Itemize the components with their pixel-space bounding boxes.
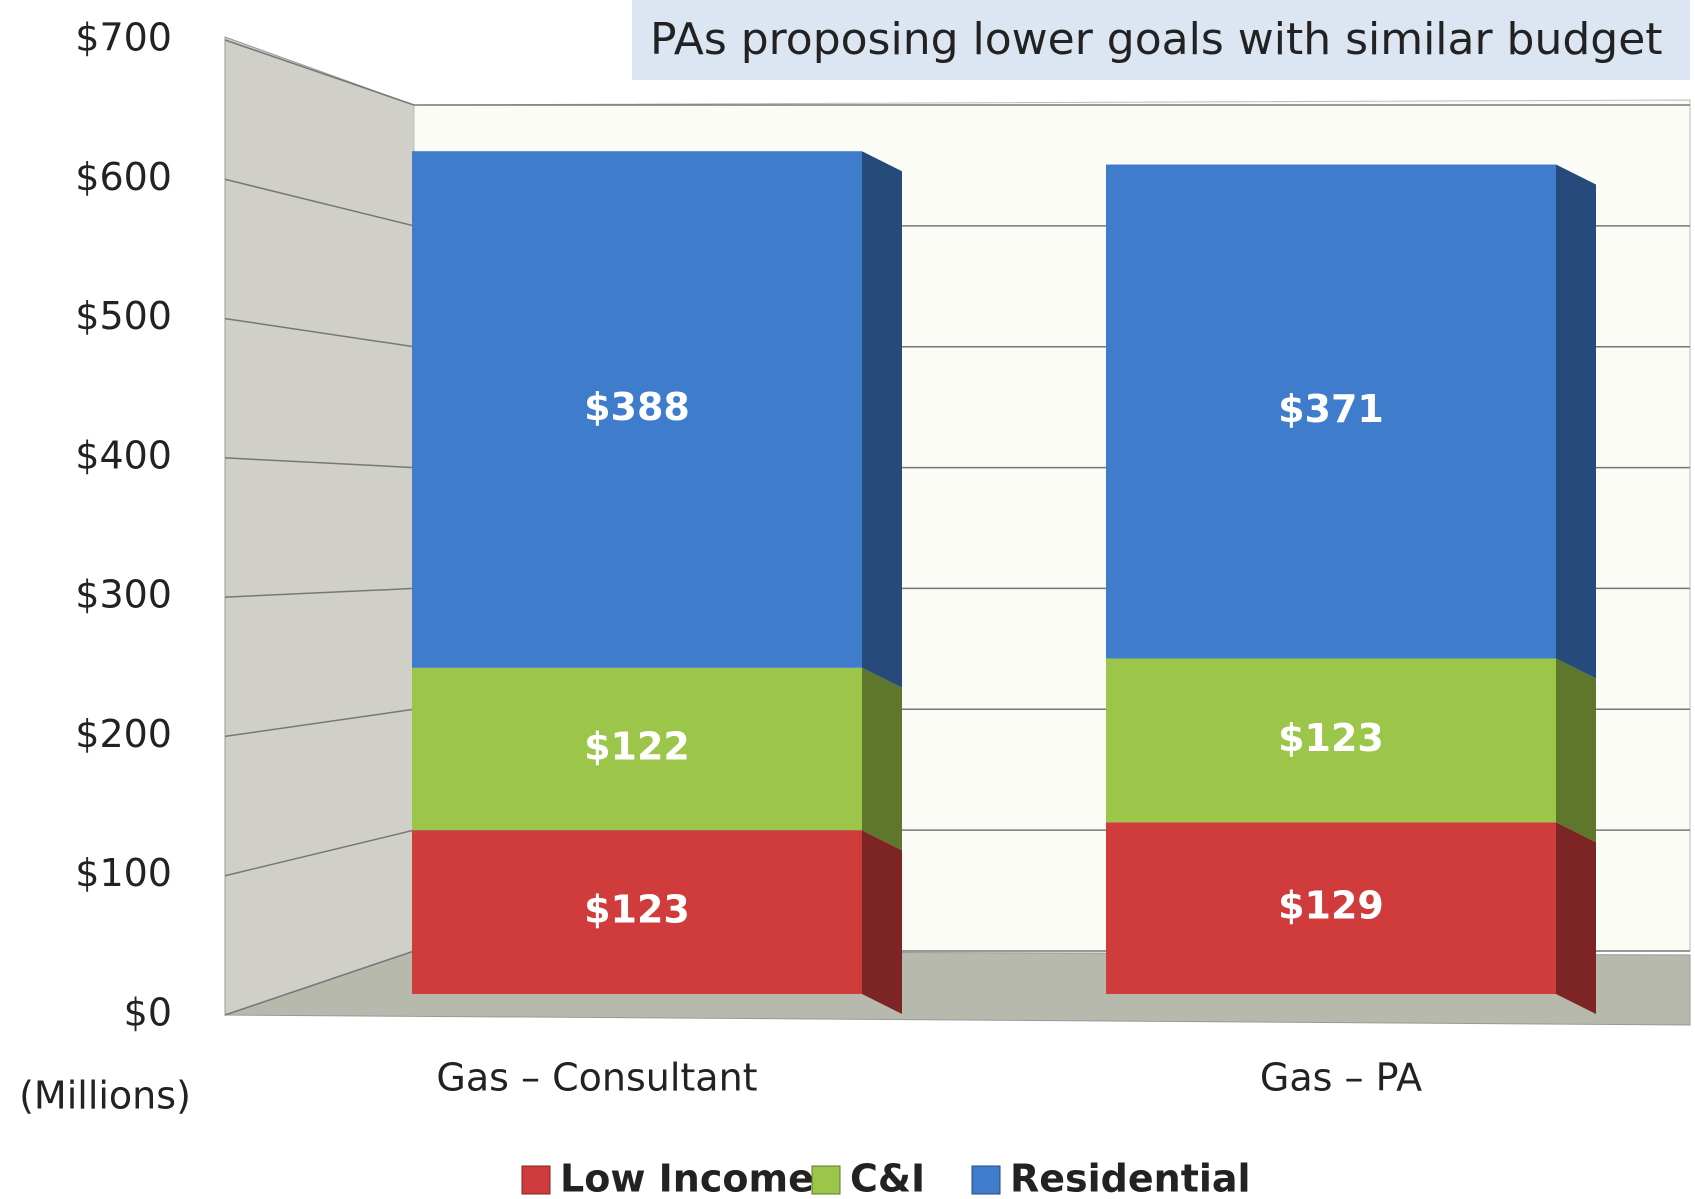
value-label: $123	[584, 888, 690, 932]
legend-swatch	[811, 1165, 841, 1195]
y-tick-label: $500	[75, 294, 172, 338]
grid-line	[224, 39, 1690, 106]
legend-label: Residential	[1010, 1157, 1251, 1199]
x-tick-label: Gas – Consultant	[436, 1056, 757, 1100]
annotation-box	[632, 0, 1690, 80]
value-label: $388	[584, 385, 690, 429]
x-tick-label: Gas – PA	[1260, 1056, 1422, 1100]
value-label: $123	[1278, 716, 1384, 760]
bar-side	[862, 151, 902, 688]
y-tick-label: $200	[75, 712, 172, 756]
annotation: PAs proposing lower goals with similar b…	[650, 14, 1663, 65]
bar-side	[1556, 822, 1596, 1014]
y-tick-label: $100	[75, 851, 172, 895]
y-axis-label: (Millions)	[19, 1074, 191, 1118]
legend-swatch	[971, 1165, 1001, 1195]
bar-segment	[1106, 164, 1556, 659]
value-label: $122	[584, 725, 690, 769]
bar-segment	[1106, 822, 1556, 994]
bar-side	[862, 667, 902, 851]
value-label: $371	[1278, 387, 1384, 431]
bar-segment	[1106, 658, 1556, 823]
y-tick-label: $700	[75, 16, 172, 60]
bar-side	[1556, 164, 1596, 679]
y-tick-label: $300	[75, 573, 172, 617]
legend-label: C&I	[850, 1157, 925, 1199]
bar-side	[862, 830, 902, 1014]
y-tick-label: $0	[124, 991, 172, 1035]
y-tick-label: $600	[75, 155, 172, 199]
value-label: $129	[1278, 884, 1384, 928]
legend-swatch	[521, 1165, 551, 1195]
bar-segment	[412, 830, 862, 994]
bar-segment	[412, 667, 862, 831]
y-tick-label: $400	[75, 433, 172, 477]
bar-side	[1556, 658, 1596, 843]
bar-segment	[412, 151, 862, 668]
legend-label: Low Income	[560, 1157, 814, 1199]
